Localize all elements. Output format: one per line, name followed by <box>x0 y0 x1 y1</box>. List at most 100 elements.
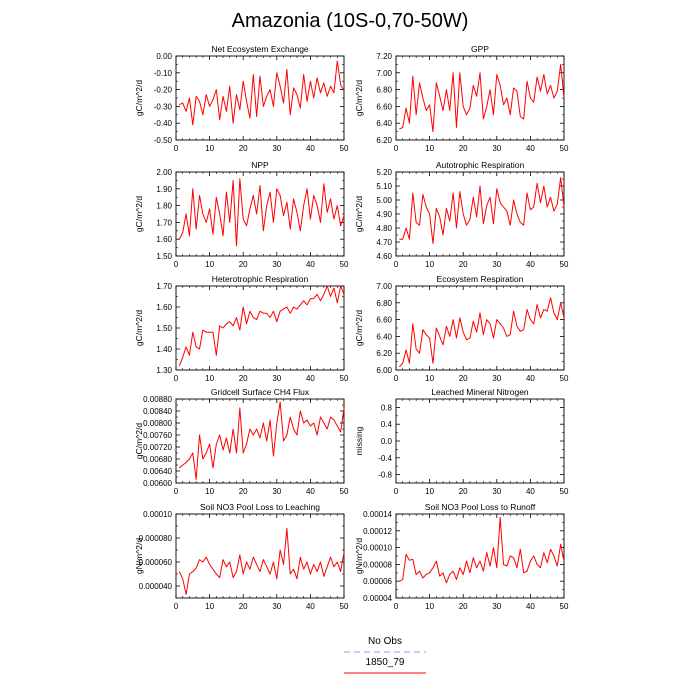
x-tick-label: 30 <box>272 260 281 269</box>
panel-net-ecosystem-exchange: Net Ecosystem Exchange gC/m^2/d 0 10 20 30 40 5… <box>134 44 349 153</box>
x-tick-label: 20 <box>239 602 248 611</box>
x-tick-label: 30 <box>272 487 281 496</box>
x-tick-label: 50 <box>560 260 569 269</box>
x-tick-label: 40 <box>306 260 315 269</box>
x-tick-label: 0 <box>174 487 179 496</box>
x-tick-label: 40 <box>306 487 315 496</box>
x-tick-label: 30 <box>492 144 501 153</box>
x-tick-label: 10 <box>205 602 214 611</box>
y-tick-label: 4.90 <box>376 210 392 219</box>
y-tick-label: 0.00880 <box>143 395 172 404</box>
y-tick-label: 5.10 <box>376 182 392 191</box>
y-tick-label: 1.40 <box>156 345 172 354</box>
y-axis-label: gC/m^2/d <box>354 310 364 346</box>
x-tick-label: 0 <box>394 374 399 383</box>
y-tick-label: 0.000080 <box>139 534 173 543</box>
plot-frame <box>175 55 345 141</box>
y-tick-label: 7.00 <box>376 69 392 78</box>
y-tick-label: -0.8 <box>378 471 392 480</box>
y-tick-label: 0.000040 <box>139 582 173 591</box>
x-tick-label: 0 <box>394 487 399 496</box>
y-tick-label: 0.00010 <box>143 510 172 519</box>
y-tick-label: 6.60 <box>376 102 392 111</box>
panel-soil-no3-pool-loss-to-leaching: Soil NO3 Pool Loss to Leaching gN/m^2/d 0 1… <box>134 502 349 611</box>
panel-gridcell-surface-ch4-flux: Gridcell Surface CH4 Flux gC/m^2/d 0 10 20 30… <box>134 387 349 496</box>
y-tick-label: 6.40 <box>376 119 392 128</box>
series-line-1850-79 <box>178 527 345 595</box>
y-tick-label: -0.40 <box>154 119 173 128</box>
y-tick-label: 0.0 <box>381 437 393 446</box>
x-tick-label: 40 <box>526 374 535 383</box>
x-tick-label: 10 <box>425 602 434 611</box>
x-tick-label: 20 <box>459 602 468 611</box>
y-axis-label: gC/m^2/d <box>354 196 364 232</box>
x-tick-label: 20 <box>459 374 468 383</box>
x-tick-label: 40 <box>306 374 315 383</box>
x-tick-label: 0 <box>394 144 399 153</box>
panel-npp: NPP gC/m^2/d 0 10 20 30 40 50 1.50 1.60 1.70 1.80 1.… <box>134 160 349 269</box>
x-tick-label: 0 <box>394 260 399 269</box>
y-tick-label: 0.00680 <box>143 455 172 464</box>
x-tick-label: 40 <box>526 602 535 611</box>
y-tick-label: 0.00640 <box>143 467 172 476</box>
y-axis-label: gC/m^2/d <box>134 423 144 459</box>
series-line-1850-79 <box>179 60 345 126</box>
panel-title: Soil NO3 Pool Loss to Leaching <box>200 502 320 512</box>
panel-ecosystem-respiration: Ecosystem Respiration gC/m^2/d 0 10 20 30 40 50… <box>354 274 569 383</box>
y-tick-label: -0.30 <box>154 102 173 111</box>
x-tick-label: 20 <box>459 487 468 496</box>
x-tick-label: 50 <box>560 487 569 496</box>
x-tick-label: 0 <box>174 602 179 611</box>
y-tick-label: 6.80 <box>376 86 392 95</box>
x-tick-label: 10 <box>425 374 434 383</box>
series-line-1850-79 <box>178 178 345 247</box>
x-tick-label: 20 <box>239 374 248 383</box>
y-axis-label: gC/m^2/d <box>134 196 144 232</box>
plot-frame <box>175 513 345 599</box>
panel-title: Gridcell Surface CH4 Flux <box>211 387 310 397</box>
y-tick-label: -0.10 <box>154 69 173 78</box>
panel-soil-no3-pool-loss-to-runoff: Soil NO3 Pool Loss to Runoff gN/m^2/d 0 10 2… <box>354 502 569 611</box>
panel-heterotrophic-respiration: Heterotrophic Respiration gC/m^2/d 0 10 20 30… <box>134 274 349 383</box>
y-tick-label: 0.00010 <box>363 544 392 553</box>
x-tick-label: 0 <box>174 374 179 383</box>
y-tick-label: 6.20 <box>376 136 392 145</box>
x-tick-label: 30 <box>272 144 281 153</box>
panel-gpp: GPP gC/m^2/d 0 10 20 30 40 50 6.20 6.40 6.60 6.80 7.… <box>354 44 569 153</box>
y-tick-label: 0.00800 <box>143 419 172 428</box>
x-tick-label: 10 <box>425 260 434 269</box>
x-tick-label: 20 <box>239 260 248 269</box>
panel-title: Autotrophic Respiration <box>436 160 525 170</box>
y-tick-label: 1.80 <box>156 202 172 211</box>
x-tick-label: 40 <box>526 144 535 153</box>
x-tick-label: 50 <box>560 144 569 153</box>
y-tick-label: 6.80 <box>376 299 392 308</box>
panel-leached-mineral-nitrogen: Leached Mineral Nitrogen missing 0 10 20 30 40… <box>354 387 569 496</box>
x-tick-label: 50 <box>560 602 569 611</box>
y-tick-label: 4.80 <box>376 224 392 233</box>
y-tick-label: 0.00014 <box>363 510 392 519</box>
y-tick-label: 0.00720 <box>143 443 172 452</box>
x-tick-label: 0 <box>394 602 399 611</box>
x-tick-label: 10 <box>205 487 214 496</box>
x-tick-label: 20 <box>459 260 468 269</box>
x-tick-label: 0 <box>174 144 179 153</box>
figure-title: Amazonia (10S-0,70-50W) <box>231 10 469 32</box>
y-tick-label: 6.40 <box>376 332 392 341</box>
y-tick-label: 6.20 <box>376 349 392 358</box>
plot-frame <box>395 398 565 484</box>
panel-title: Soil NO3 Pool Loss to Runoff <box>425 502 536 512</box>
x-tick-label: 50 <box>340 144 349 153</box>
y-axis-label: missing <box>354 426 364 455</box>
y-tick-label: 0.00008 <box>363 560 392 569</box>
x-tick-label: 20 <box>239 144 248 153</box>
x-tick-label: 10 <box>205 144 214 153</box>
x-tick-label: 30 <box>492 260 501 269</box>
x-tick-label: 50 <box>340 374 349 383</box>
plot-frame <box>395 285 565 371</box>
y-tick-label: 0.000060 <box>139 558 173 567</box>
panel-title: Leached Mineral Nitrogen <box>431 387 529 397</box>
x-tick-label: 50 <box>340 487 349 496</box>
legend-label-1850-79: 1850_79 <box>365 657 405 668</box>
